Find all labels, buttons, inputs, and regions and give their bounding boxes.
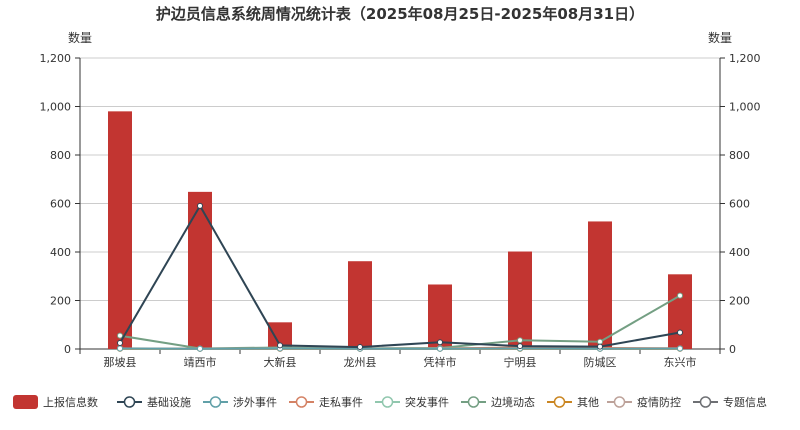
y-tick-label-left: 600 [50, 198, 71, 211]
legend-item[interactable]: 涉外事件 [203, 395, 277, 409]
x-tick-label: 那坡县 [104, 356, 137, 369]
y-tick-label-right: 1,000 [729, 101, 761, 114]
data-point[interactable] [117, 345, 123, 352]
data-point[interactable] [437, 345, 443, 352]
y-tick-label-right: 0 [729, 343, 736, 356]
x-tick-label: 凭祥市 [424, 355, 457, 369]
line-series [117, 202, 683, 352]
y-tick-label-right: 200 [729, 295, 750, 308]
bar[interactable] [108, 111, 132, 349]
data-point[interactable] [437, 339, 443, 346]
legend-marker [123, 396, 136, 408]
data-point[interactable] [677, 345, 683, 352]
legend-label: 突发事件 [405, 395, 449, 409]
y-axis-left-name: 数量 [68, 30, 92, 45]
legend-label: 其他 [577, 396, 599, 409]
y-tick-label-right: 400 [729, 246, 750, 259]
legend-item[interactable]: 突发事件 [375, 395, 449, 409]
legend-marker [553, 396, 566, 408]
y-tick-label-right: 800 [729, 149, 750, 162]
data-point[interactable] [117, 339, 123, 346]
legend-item[interactable]: 走私事件 [289, 396, 363, 409]
bar[interactable] [508, 251, 532, 349]
bar[interactable] [188, 191, 212, 349]
data-point[interactable] [677, 329, 683, 336]
legend-label: 走私事件 [319, 396, 363, 409]
y-tick-label-left: 0 [64, 343, 71, 356]
data-point[interactable] [517, 343, 523, 350]
legend-marker [209, 396, 222, 408]
x-tick-label: 龙州县 [344, 356, 377, 369]
y-tick-label-left: 200 [50, 295, 71, 308]
legend-label: 边境动态 [491, 395, 535, 409]
x-tick-label: 宁明县 [504, 355, 537, 369]
legend-item[interactable]: 专题信息 [693, 395, 767, 409]
x-tick-label: 大新县 [264, 355, 297, 369]
data-point[interactable] [117, 332, 123, 339]
bar[interactable] [588, 221, 612, 349]
series-line [119, 203, 681, 349]
y-tick-label-right: 600 [729, 198, 750, 211]
data-point[interactable] [597, 343, 603, 350]
y-tick-label-left: 1,200 [40, 52, 72, 65]
legend-label: 疫情防控 [637, 395, 681, 409]
x-tick-label: 东兴市 [664, 355, 697, 369]
legend-marker [381, 396, 394, 408]
tick-labels: 0 0 200 200 400 400 600 600 800 800 1,000 1,000 1,20… [40, 52, 761, 369]
chart-title: 护边员信息系统周情况统计表（2025年08月25日-2025年08月31日） [156, 5, 644, 23]
legend-item[interactable]: 上报信息数 [13, 395, 98, 409]
bar-series [108, 111, 692, 349]
y-tick-label-right: 1,200 [729, 52, 761, 65]
data-point[interactable] [197, 202, 203, 209]
data-point[interactable] [277, 342, 283, 349]
legend-item[interactable]: 其他 [547, 396, 599, 409]
legend-swatch [13, 395, 38, 409]
data-point[interactable] [677, 292, 683, 299]
data-point[interactable] [597, 338, 603, 345]
y-tick-label-left: 800 [50, 149, 71, 162]
y-tick-label-left: 1,000 [40, 101, 72, 114]
legend-item[interactable]: 边境动态 [461, 395, 535, 409]
legend-marker [613, 396, 626, 408]
legend-marker [295, 396, 308, 408]
legend-label: 上报信息数 [43, 395, 98, 409]
data-point[interactable] [517, 337, 523, 344]
legend[interactable]: 上报信息数 基础设施 涉外事件 走私事件 突发事件 边境动态 其他 疫情防控 专题信息 [13, 395, 767, 409]
legend-item[interactable]: 疫情防控 [607, 395, 681, 409]
bar[interactable] [348, 261, 372, 349]
bar[interactable] [668, 274, 692, 349]
bar[interactable] [428, 284, 452, 349]
legend-label: 专题信息 [723, 395, 767, 409]
legend-label: 基础设施 [147, 396, 191, 409]
x-tick-label: 靖西市 [184, 355, 217, 369]
data-point[interactable] [197, 345, 203, 352]
data-point[interactable] [357, 344, 363, 351]
legend-marker [467, 396, 480, 408]
x-tick-label: 防城区 [584, 355, 617, 369]
legend-item[interactable]: 基础设施 [117, 396, 191, 409]
y-axis-right-name: 数量 [708, 30, 732, 45]
grid-lines [80, 57, 720, 301]
legend-marker [699, 396, 712, 408]
y-tick-label-left: 400 [50, 246, 71, 259]
legend-label: 涉外事件 [233, 395, 277, 409]
axes [75, 57, 725, 354]
